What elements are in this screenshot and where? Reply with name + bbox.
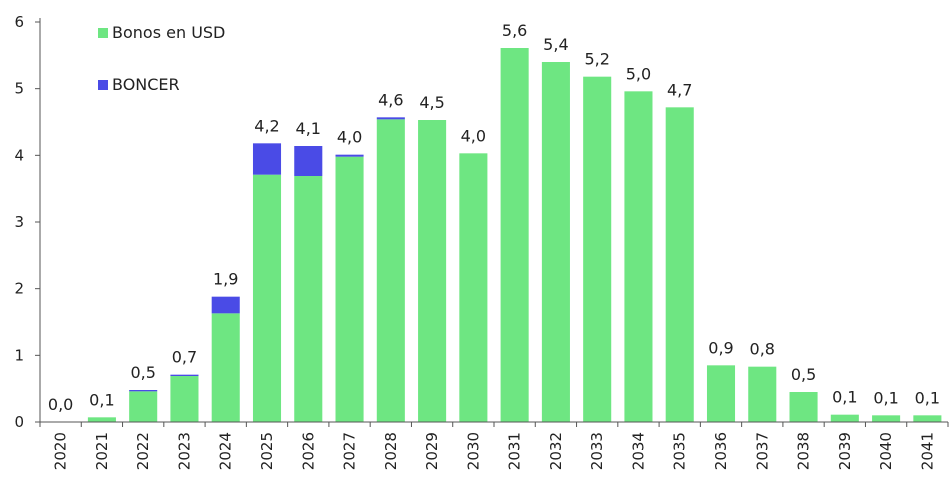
x-tick-label-2035: 2035 — [671, 432, 689, 470]
x-tick-label-2023: 2023 — [175, 432, 193, 470]
bar-bonos-usd-2034 — [624, 91, 653, 422]
y-tick-label: 4 — [14, 146, 24, 164]
bar-bonos-usd-2038 — [789, 392, 818, 422]
total-label-2034: 5,0 — [626, 64, 651, 83]
total-label-2020: 0,0 — [48, 395, 73, 414]
total-label-2024: 1,9 — [213, 270, 238, 289]
bar-boncer-2028 — [376, 117, 405, 120]
bar-bonos-usd-2028 — [376, 119, 405, 422]
x-tick-label-2033: 2033 — [588, 432, 606, 470]
bar-boncer-2022 — [129, 390, 158, 392]
bar-bonos-usd-2040 — [872, 415, 901, 422]
bar-bonos-usd-2031 — [500, 48, 529, 422]
x-tick-label-2036: 2036 — [712, 432, 730, 470]
x-tick-label-2034: 2034 — [629, 432, 647, 470]
legend-swatch-bonos-usd — [98, 28, 108, 38]
y-tick-label: 5 — [14, 80, 24, 98]
total-label-2023: 0,7 — [172, 348, 197, 367]
total-label-2036: 0,9 — [708, 338, 733, 357]
total-label-2037: 0,8 — [750, 340, 775, 359]
x-tick-label-2026: 2026 — [299, 432, 317, 470]
total-label-2027: 4,0 — [337, 128, 362, 147]
total-label-2035: 4,7 — [667, 80, 692, 99]
bar-bonos-usd-2022 — [129, 391, 158, 422]
x-tick-label-2022: 2022 — [134, 432, 152, 470]
y-tick-label: 0 — [14, 413, 24, 431]
bar-bonos-usd-2024 — [211, 313, 240, 422]
x-tick-label-2029: 2029 — [423, 432, 441, 470]
x-tick-label-2039: 2039 — [836, 432, 854, 470]
bar-bonos-usd-2027 — [335, 156, 364, 423]
data-labels-group: 0,0 0,1 0,5 0,7 1,9 4,2 4,1 4,0 4,6 4,5 4,0 5,6 5,4 5… — [48, 21, 940, 414]
total-label-2040: 0,1 — [873, 388, 898, 407]
bar-bonos-usd-2041 — [913, 415, 942, 422]
y-tick-label: 1 — [14, 346, 24, 364]
x-tick-label-2024: 2024 — [217, 432, 235, 470]
total-label-2038: 0,5 — [791, 365, 816, 384]
y-tick-label: 3 — [14, 213, 24, 231]
bar-boncer-2025 — [252, 143, 282, 175]
y-tick-label: 6 — [14, 13, 24, 31]
total-label-2021: 0,1 — [89, 390, 114, 409]
total-label-2039: 0,1 — [832, 388, 857, 407]
bar-bonos-usd-2021 — [87, 417, 116, 422]
total-label-2026: 4,1 — [296, 119, 321, 138]
legend: Bonos en USD BONCER — [98, 23, 225, 94]
legend-swatch-boncer — [98, 80, 108, 90]
x-tick-label-2030: 2030 — [464, 432, 482, 470]
legend-label-bonos-usd: Bonos en USD — [112, 23, 225, 42]
total-label-2028: 4,6 — [378, 90, 403, 109]
x-tick-label-2032: 2032 — [547, 432, 565, 470]
x-axis: 2020 2021 2022 2023 2024 2025 2026 2027 2028 2029… — [39, 421, 949, 470]
x-tick-label-2031: 2031 — [506, 432, 524, 470]
x-tick-label-2040: 2040 — [877, 432, 895, 470]
x-tick-label-2041: 2041 — [918, 432, 936, 470]
y-tick-label: 2 — [14, 280, 24, 298]
bar-bonos-usd-2032 — [541, 62, 570, 422]
x-tick-label-2027: 2027 — [341, 432, 359, 470]
y-axis: 0 1 2 3 4 5 6 — [14, 13, 41, 431]
x-tick-label-2037: 2037 — [753, 432, 771, 470]
bar-bonos-usd-2029 — [418, 120, 447, 422]
x-tick-label-2038: 2038 — [795, 432, 813, 470]
bar-boncer-2024 — [211, 296, 240, 314]
bar-bonos-usd-2039 — [830, 414, 859, 422]
bar-bonos-usd-2033 — [583, 76, 612, 423]
total-label-2031: 5,6 — [502, 21, 527, 40]
x-tick-label-2025: 2025 — [258, 432, 276, 470]
bar-bonos-usd-2037 — [748, 366, 777, 422]
bar-bonos-usd-2026 — [294, 176, 323, 422]
total-label-2022: 0,5 — [130, 363, 155, 382]
total-label-2033: 5,2 — [584, 50, 609, 69]
bar-boncer-2026 — [294, 146, 323, 176]
legend-label-boncer: BONCER — [112, 75, 180, 94]
x-tick-label-2028: 2028 — [382, 432, 400, 470]
total-label-2041: 0,1 — [915, 388, 940, 407]
total-label-2032: 5,4 — [543, 35, 568, 54]
bar-boncer-2027 — [335, 154, 364, 157]
bar-bonos-usd-2025 — [252, 174, 282, 422]
total-label-2030: 4,0 — [461, 126, 486, 145]
x-tick-label-2020: 2020 — [52, 432, 70, 470]
total-label-2029: 4,5 — [419, 93, 444, 112]
bar-bonos-usd-2036 — [706, 365, 736, 422]
bar-bonos-usd-2030 — [459, 153, 488, 422]
bar-bonos-usd-2035 — [665, 107, 694, 422]
x-tick-label-2021: 2021 — [93, 432, 111, 470]
total-label-2025: 4,2 — [254, 116, 279, 135]
bar-bonos-usd-2023 — [170, 376, 199, 422]
bars-group — [87, 48, 942, 423]
bar-boncer-2023 — [170, 374, 199, 376]
